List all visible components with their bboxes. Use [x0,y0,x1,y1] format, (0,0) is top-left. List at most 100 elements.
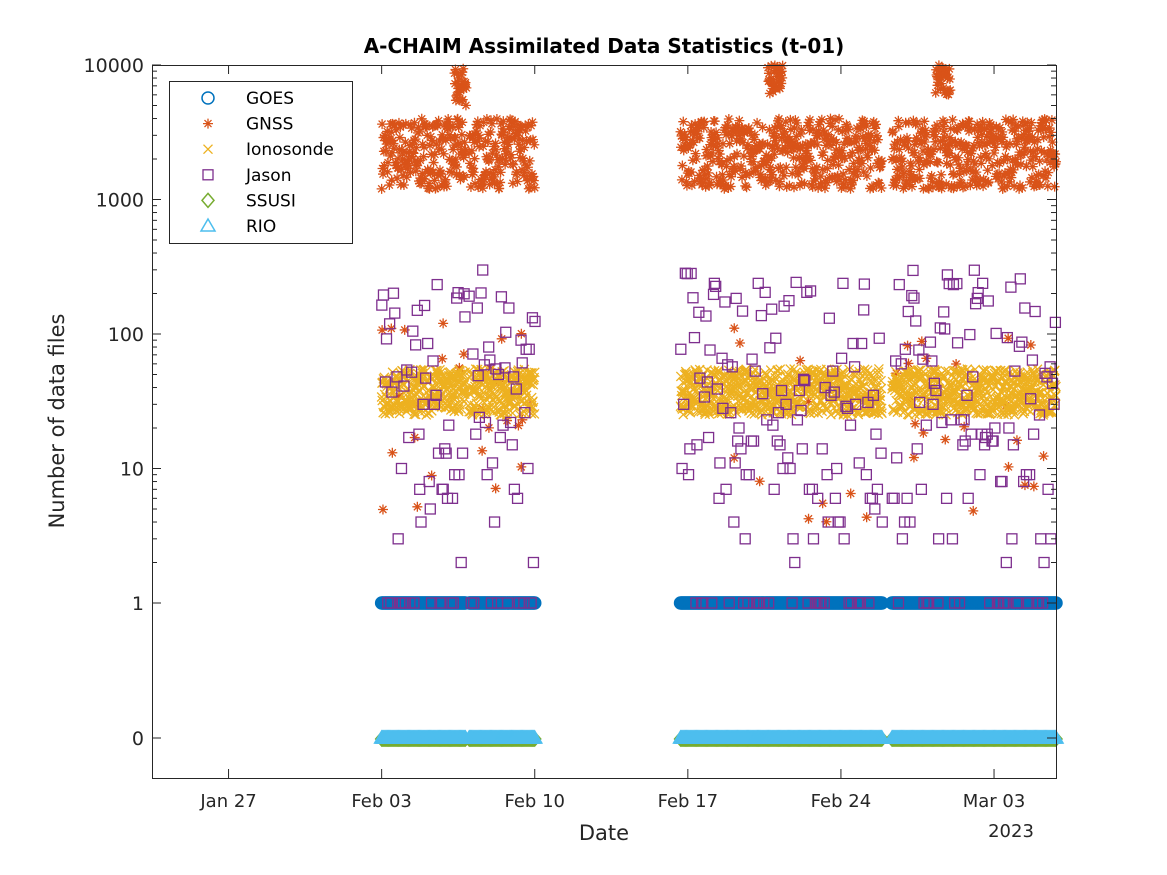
gnss-point [711,171,722,182]
gnss-point [775,162,786,173]
gnss-point [872,134,883,145]
gnss-point [706,147,717,158]
gnss-point [861,512,872,523]
gnss-point [763,151,774,162]
gnss-point [983,177,994,188]
gnss-point [847,147,858,158]
gnss-point [731,136,742,147]
gnss-point [714,149,725,160]
gnss-point [814,119,825,130]
gnss-point [968,140,979,151]
gnss-point [760,172,771,183]
gnss-point [469,153,480,164]
gnss-point [916,136,927,147]
gnss-point [680,132,691,143]
gnss-point [732,148,743,159]
gnss-point [830,114,841,125]
gnss-point [798,154,809,165]
gnss-point [828,159,839,170]
gnss-point [926,148,937,159]
gnss-point [382,126,393,137]
gnss-point [973,178,984,189]
gnss-point [860,133,871,144]
gnss-point [506,149,517,160]
gnss-point [1023,126,1034,137]
gnss-point [907,181,918,192]
gnss-point [1027,131,1038,142]
gnss-point [448,144,459,155]
gnss-point [968,156,979,167]
gnss-point [963,154,974,165]
gnss-point [779,126,790,137]
gnss-point [480,166,491,177]
gnss-point [442,123,453,134]
gnss-point [486,115,496,126]
gnss-point [922,158,933,169]
gnss-point [1002,181,1013,192]
gnss-point [690,148,701,159]
gnss-point [947,114,958,125]
gnss-point [488,141,499,152]
gnss-point [776,120,787,131]
gnss-point [973,125,984,136]
gnss-point [482,136,493,147]
gnss-point [941,179,952,190]
gnss-point [757,122,768,133]
gnss-point [1047,137,1058,148]
gnss-point [490,138,501,149]
gnss-point [909,147,920,158]
gnss-point [460,77,471,88]
gnss-point [945,159,956,170]
gnss-point [526,120,537,131]
gnss-point [865,162,876,173]
gnss-point [742,139,753,150]
gnss-point [807,181,818,192]
gnss-point [401,172,412,183]
gnss-point [397,154,408,165]
gnss-point [741,182,752,193]
gnss-point [912,135,923,146]
gnss-point [507,178,518,189]
gnss-point [730,166,741,177]
gnss-point [444,130,455,141]
gnss-point [825,113,836,124]
gnss-point [734,115,745,126]
gnss-point [797,140,808,151]
gnss-point [699,116,710,127]
gnss-point [408,148,419,159]
gnss-point [994,122,1005,133]
gnss-point [1003,116,1014,127]
gnss-point [1018,120,1029,131]
gnss-point [516,122,527,133]
gnss-point [999,182,1010,193]
gnss-point [840,174,851,185]
gnss-point [796,177,807,188]
gnss-point [1013,132,1024,143]
gnss-point [822,155,833,166]
gnss-point [908,452,919,463]
gnss-point [813,125,824,136]
gnss-point [965,180,976,191]
gnss-point [792,140,803,151]
gnss-point [455,80,466,91]
gnss-point [763,62,774,73]
gnss-point [756,160,767,171]
gnss-point [818,147,829,158]
gnss-point [520,126,531,137]
gnss-point [481,113,492,124]
gnss-point [519,167,530,178]
gnss-point [1021,161,1032,172]
gnss-point [936,78,947,89]
gnss-point [909,139,920,150]
gnss-point [737,124,748,135]
gnss-point [474,132,485,143]
gnss-point [822,163,833,174]
gnss-point [825,140,836,151]
gnss-point [874,178,885,189]
gnss-point [485,127,496,138]
gnss-point [458,63,469,74]
gnss-point [722,119,733,130]
gnss-point [450,154,461,165]
gnss-point [450,132,461,143]
gnss-point [1034,156,1045,167]
